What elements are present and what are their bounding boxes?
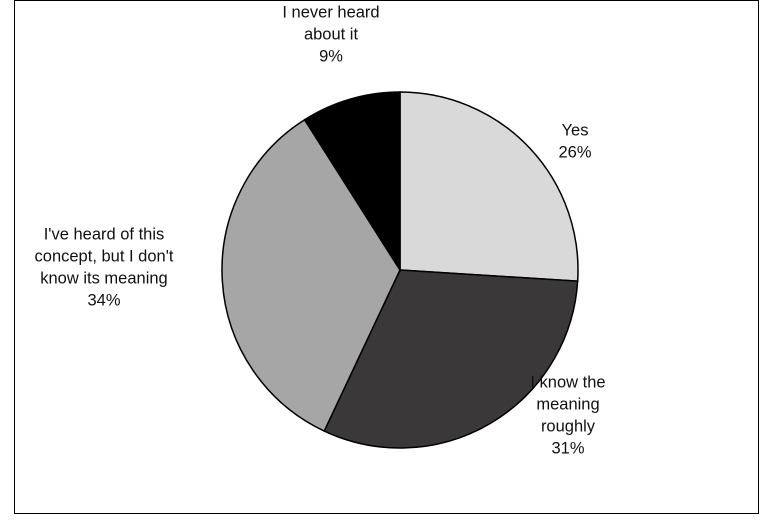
slice-label-2: I know the meaning roughly 31% — [530, 373, 605, 457]
slice-label-4: I never heard about it 9% — [282, 3, 379, 65]
slice-label-line: roughly — [541, 417, 596, 435]
pie-slice-1 — [399, 91, 579, 282]
slice-label-line: meaning — [536, 395, 599, 413]
pie-slices — [221, 91, 579, 449]
slice-label-line: know its meaning — [40, 269, 167, 287]
slice-label-line: concept, but I don't — [35, 247, 174, 265]
pie-slice-3 — [221, 118, 401, 433]
slice-label-line: I've heard of this — [44, 225, 165, 243]
slice-label-line: about it — [304, 25, 359, 43]
slice-percent: 31% — [551, 439, 584, 457]
slice-percent: 34% — [87, 291, 120, 309]
slice-label-line: Yes — [562, 121, 589, 139]
slice-label-3: I've heard of this concept, but I don't kn… — [35, 225, 174, 309]
pie-slice-2 — [323, 269, 579, 449]
pie-slice-4 — [303, 91, 401, 273]
slice-label-line: I know the — [530, 373, 605, 391]
slice-percent: 26% — [558, 143, 591, 161]
slice-percent: 9% — [319, 47, 343, 65]
slice-label-line: I never heard — [282, 3, 379, 21]
pie-labels: Yes 26% I know the meaning roughly 31% I've he… — [35, 3, 606, 457]
slice-label-1: Yes 26% — [558, 121, 591, 161]
